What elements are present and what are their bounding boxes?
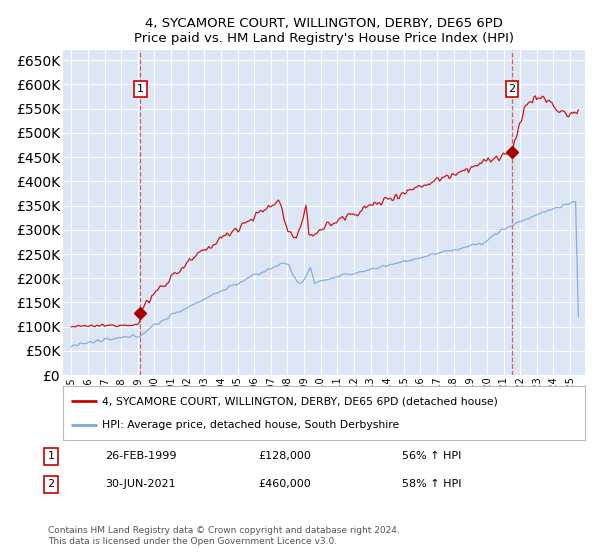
- Title: 4, SYCAMORE COURT, WILLINGTON, DERBY, DE65 6PD
Price paid vs. HM Land Registry's: 4, SYCAMORE COURT, WILLINGTON, DERBY, DE…: [134, 17, 514, 45]
- Text: Contains HM Land Registry data © Crown copyright and database right 2024.
This d: Contains HM Land Registry data © Crown c…: [48, 526, 400, 546]
- Text: 4, SYCAMORE COURT, WILLINGTON, DERBY, DE65 6PD (detached house): 4, SYCAMORE COURT, WILLINGTON, DERBY, DE…: [102, 396, 498, 407]
- Text: 2: 2: [508, 84, 515, 94]
- Text: 2: 2: [47, 479, 55, 489]
- Text: 1: 1: [137, 84, 144, 94]
- Text: 58% ↑ HPI: 58% ↑ HPI: [402, 479, 461, 489]
- Text: £460,000: £460,000: [258, 479, 311, 489]
- Text: 1: 1: [47, 451, 55, 461]
- Text: HPI: Average price, detached house, South Derbyshire: HPI: Average price, detached house, Sout…: [102, 419, 400, 430]
- Text: 30-JUN-2021: 30-JUN-2021: [105, 479, 176, 489]
- Text: 56% ↑ HPI: 56% ↑ HPI: [402, 451, 461, 461]
- Text: £128,000: £128,000: [258, 451, 311, 461]
- Text: 26-FEB-1999: 26-FEB-1999: [105, 451, 176, 461]
